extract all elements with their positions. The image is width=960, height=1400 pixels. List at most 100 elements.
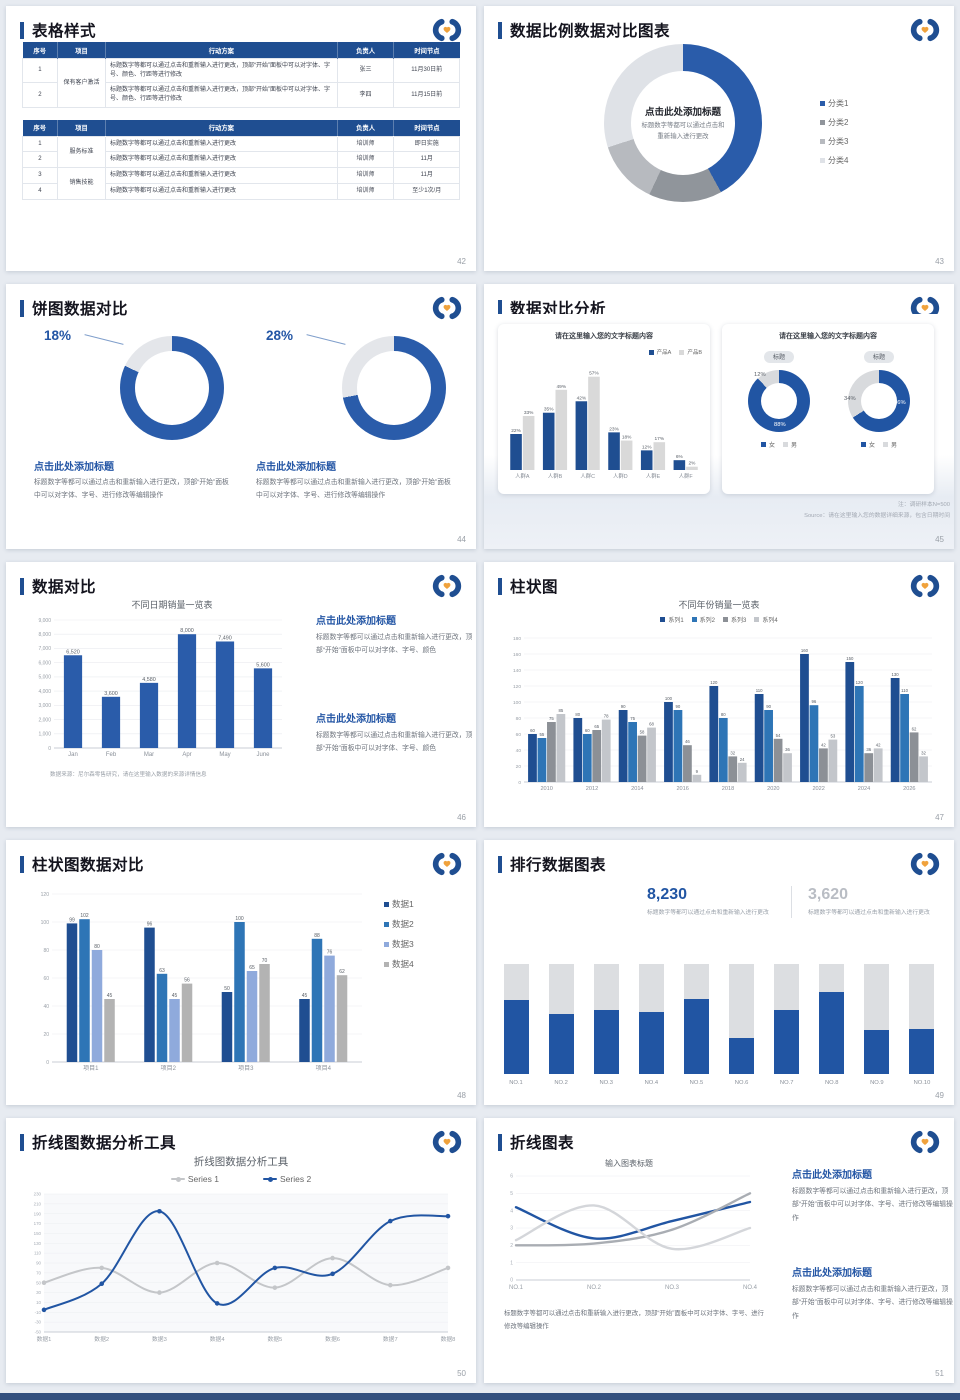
legend-label: 系列1 (668, 618, 684, 624)
title-accent-bar (20, 1133, 24, 1151)
table-cell: 培训师 (336, 151, 395, 169)
svg-text:1,000: 1,000 (38, 732, 51, 738)
svg-text:项目1: 项目1 (83, 1065, 99, 1072)
legend-item: 产品B (679, 348, 702, 356)
svg-text:2018: 2018 (722, 786, 734, 792)
table-cell: 1 (22, 135, 58, 153)
svg-text:2020: 2020 (767, 786, 779, 792)
slide-50[interactable]: 折线图数据分析工具 折线图数据分析工具 Series 1 Series 2 -50… (6, 1118, 476, 1383)
svg-text:33%: 33% (524, 410, 534, 416)
slide-48[interactable]: 柱状图数据对比 0 20 40 60 80 100 120 99 96 50 45 102 63 100 8… (6, 840, 476, 1105)
svg-text:76: 76 (327, 950, 333, 956)
legend-item: 产品A (648, 348, 671, 356)
ranking-label: NO.1 (509, 1080, 523, 1086)
donut-chart: 点击此处添加标题 标题数字等都可以通过点击和 重新输入进行更改 (604, 44, 762, 202)
svg-text:45: 45 (107, 993, 113, 999)
svg-text:140: 140 (513, 668, 521, 674)
svg-text:78: 78 (604, 714, 609, 719)
ranking-label: NO.8 (825, 1080, 839, 1086)
slide-46[interactable]: 数据对比 不同日期销量一览表 0 1,000 2,000 3,000 4,000 5,00… (6, 562, 476, 827)
svg-text:2012: 2012 (586, 786, 598, 792)
svg-text:NO.3: NO.3 (665, 1285, 680, 1291)
stacked-bar-track (729, 964, 755, 1074)
legend-marker-icon (754, 617, 760, 622)
slide-44[interactable]: 饼图数据对比 18% 点击此处添加标题 标题数字等都可以通过点击和重新输入进行更… (6, 284, 476, 549)
svg-text:120: 120 (710, 680, 718, 685)
svg-text:2: 2 (510, 1243, 513, 1249)
svg-text:数据8: 数据8 (441, 1335, 456, 1343)
svg-text:54: 54 (776, 733, 781, 738)
title-accent-bar (498, 855, 502, 873)
page-number: 46 (457, 813, 466, 822)
company-logo-icon (432, 296, 462, 320)
svg-text:120: 120 (513, 684, 521, 690)
legend-marker-icon (679, 349, 685, 355)
title-accent-bar (20, 855, 24, 873)
stacked-bar-track (503, 964, 529, 1074)
chart-title: 不同日期销量一览表 (131, 600, 213, 610)
svg-text:50: 50 (36, 1280, 41, 1285)
svg-text:人群D: 人群D (613, 472, 628, 480)
slide-42[interactable]: 表格样式 序号 项目 行动方案 负责人 时间节点 1 保有客户激活 标题数字等都可以通过点击和… (6, 6, 476, 271)
stacked-bar-track (548, 964, 574, 1074)
table-cell: 3 (22, 167, 58, 184)
ranking-column: NO.1 (502, 964, 530, 1086)
slide-45[interactable]: 数据对比分析 请在这里输入您的文字标题内容 产品A 产品B 22% 35% 42% 23… (484, 284, 954, 549)
slide-body: 8,230 标题数字等都可以通过点击和重新输入进行更改 3,620 标题数字等都… (500, 876, 938, 1091)
stat-caption: 标题数字等都可以通过点击和重新输入进行更改 (647, 910, 769, 916)
svg-text:项目2: 项目2 (161, 1065, 177, 1072)
donut-chart (120, 336, 224, 440)
data-table: 序号 项目 行动方案 负责人 时间节点 1 服务标准 标题数字等都可以通过点击和重新输入进行更… (22, 119, 460, 200)
legend-item: Series 1 (170, 1174, 219, 1184)
block-paragraph: 标题数字等都可以通过点击和重新输入进行更改，顶部“开始”面板中可以对字体、字号、… (34, 479, 229, 500)
legend-marker-icon (760, 442, 766, 447)
slide-47[interactable]: 柱状图 不同年份销量一览表 系列1 系列2 系列3 系列4 0 20 40 60 80 100 1… (484, 562, 954, 827)
legend-marker-icon (820, 120, 825, 125)
svg-text:36: 36 (785, 747, 790, 752)
svg-text:24: 24 (740, 757, 745, 762)
svg-text:-10: -10 (35, 1310, 42, 1315)
bottom-strip (0, 1393, 960, 1400)
chart-card-right: 请在这里输入您的文字标题内容 标题 12% 88% 女男 标题 34% 66% … (722, 324, 934, 494)
legend-marker-icon (648, 349, 654, 355)
line-chart-svg: 0 1 2 3 4 5 6 NO.1 NO.2 NO.3 NO.4 (509, 1174, 758, 1291)
svg-text:75: 75 (630, 716, 635, 721)
svg-text:数据5: 数据5 (267, 1335, 282, 1343)
svg-text:-30: -30 (35, 1320, 42, 1325)
slide-title: 数据对比 (32, 579, 97, 596)
svg-text:17%: 17% (654, 436, 664, 442)
svg-text:5,600: 5,600 (256, 662, 270, 668)
legend-item: 系列4 (754, 615, 778, 624)
svg-text:3,000: 3,000 (38, 703, 51, 709)
svg-text:项目4: 项目4 (316, 1065, 332, 1072)
svg-text:90: 90 (766, 704, 771, 709)
svg-text:4,580: 4,580 (142, 677, 156, 683)
legend-label: 男 (791, 443, 798, 449)
company-logo-icon (910, 1130, 940, 1154)
legend-item: 数据4 (384, 958, 414, 970)
text-block-1: 点击此处添加标题 标题数字等都可以通过点击和重新输入进行更改，顶部“开始”面板中… (316, 612, 476, 658)
svg-text:6,000: 6,000 (38, 660, 51, 666)
svg-text:110: 110 (34, 1251, 42, 1256)
chart-title: 折线图数据分析工具 (193, 1156, 289, 1168)
svg-text:56: 56 (184, 978, 190, 984)
legend-label: 数据2 (392, 919, 414, 929)
slide-51[interactable]: 折线图表 输入图表标题 0 1 2 3 4 5 6 NO.1 NO.2 NO.3 NO.4 标题数字… (484, 1118, 954, 1383)
stacked-bar-fill (503, 1000, 529, 1074)
block-heading: 点击此处添加标题 (792, 1170, 872, 1181)
legend-item: Series 2 (263, 1174, 311, 1184)
svg-text:Apr: Apr (182, 752, 191, 758)
slide-43[interactable]: 数据比例数据对比图表 点击此处添加标题 标题数字等都可以通过点击和 重新输入进行更… (484, 6, 954, 271)
svg-text:-50: -50 (35, 1330, 42, 1335)
svg-text:Feb: Feb (106, 752, 117, 758)
svg-text:5,000: 5,000 (38, 675, 51, 681)
slide-header: 排行数据图表 (484, 840, 954, 877)
bar-chart-svg: 0 1,000 2,000 3,000 4,000 5,000 6,000 7,000 8,00… (38, 618, 282, 758)
stat-secondary: 3,620 标题数字等都可以通过点击和重新输入进行更改 (791, 886, 936, 919)
ranking-label: NO.6 (734, 1080, 749, 1086)
slide-49[interactable]: 排行数据图表 8,230 标题数字等都可以通过点击和重新输入进行更改 3,620… (484, 840, 954, 1105)
bar-chart: 0 1,000 2,000 3,000 4,000 5,000 6,000 7,000 8,00… (22, 612, 290, 769)
donut-blue-label: 66% (894, 400, 906, 406)
table-header-cell: 负责人 (337, 42, 395, 59)
ranking-label: NO.7 (779, 1080, 794, 1086)
